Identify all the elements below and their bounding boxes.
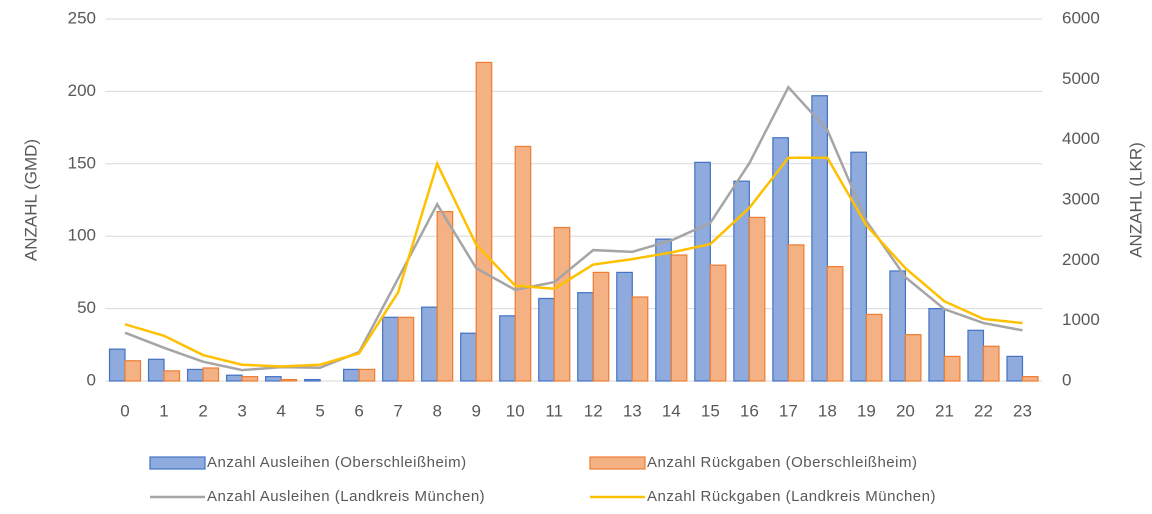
bar bbox=[124, 360, 142, 382]
bar bbox=[787, 244, 805, 382]
x-tick-label: 20 bbox=[896, 401, 915, 420]
bar bbox=[670, 254, 688, 382]
y-tick-label: 200 bbox=[68, 81, 96, 100]
bar bbox=[904, 334, 922, 382]
bar bbox=[631, 296, 649, 382]
bar bbox=[850, 151, 868, 382]
bar bbox=[241, 376, 259, 382]
y2-tick-label: 2000 bbox=[1062, 250, 1100, 269]
bar bbox=[147, 358, 165, 382]
bar bbox=[382, 316, 399, 382]
bar bbox=[460, 332, 477, 382]
line bbox=[124, 156, 1023, 368]
line bbox=[124, 85, 1023, 372]
y-tick-label: 150 bbox=[68, 153, 96, 172]
x-tick-label: 16 bbox=[740, 401, 759, 420]
x-tick-label: 1 bbox=[159, 401, 168, 420]
bar bbox=[577, 292, 594, 382]
bar bbox=[280, 378, 298, 382]
x-tick-label: 3 bbox=[237, 401, 246, 420]
legend-swatch bbox=[589, 456, 646, 470]
bar bbox=[616, 271, 633, 382]
bar bbox=[304, 378, 321, 382]
x-tick-label: 18 bbox=[818, 401, 837, 420]
bar bbox=[421, 306, 438, 382]
x-tick-label: 5 bbox=[315, 401, 324, 420]
y-tick-label: 50 bbox=[77, 298, 96, 317]
bar bbox=[811, 95, 828, 382]
bar bbox=[982, 345, 1000, 382]
x-tick-label: 23 bbox=[1013, 401, 1032, 420]
legend-label: Anzahl Ausleihen (Landkreis München) bbox=[207, 488, 485, 505]
x-tick-label: 2 bbox=[198, 401, 207, 420]
bar bbox=[108, 348, 126, 382]
legend-swatch bbox=[149, 456, 206, 470]
y2-axis-title: ANZAHL (LKR) bbox=[1126, 142, 1145, 258]
x-tick-label: 15 bbox=[701, 401, 720, 420]
legend-label: Anzahl Rückgaben (Landkreis München) bbox=[647, 488, 936, 505]
x-tick-label: 13 bbox=[623, 401, 642, 420]
y2-tick-label: 4000 bbox=[1062, 129, 1100, 148]
bar bbox=[202, 367, 220, 382]
y-tick-label: 100 bbox=[68, 226, 96, 245]
x-tick-label: 4 bbox=[276, 401, 285, 420]
bar bbox=[358, 368, 376, 382]
bar bbox=[186, 368, 204, 382]
bar bbox=[397, 316, 415, 382]
x-tick-label: 19 bbox=[857, 401, 876, 420]
legend-label: Anzahl Rückgaben (Oberschleißheim) bbox=[647, 454, 917, 471]
x-tick-label: 11 bbox=[545, 401, 563, 420]
x-tick-label: 8 bbox=[432, 401, 441, 420]
bar bbox=[1006, 355, 1024, 382]
x-tick-label: 17 bbox=[779, 401, 798, 420]
bar bbox=[343, 368, 360, 382]
bar bbox=[163, 370, 181, 382]
bar bbox=[655, 238, 672, 382]
x-tick-label: 14 bbox=[662, 401, 681, 420]
x-tick-label: 9 bbox=[471, 401, 480, 420]
bar bbox=[709, 264, 727, 382]
x-tick-label: 6 bbox=[354, 401, 363, 420]
x-tick-label: 0 bbox=[120, 401, 129, 420]
bar bbox=[826, 266, 844, 382]
y-axis-title: ANZAHL (GMD) bbox=[21, 139, 40, 261]
x-tick-label: 7 bbox=[393, 401, 402, 420]
bar bbox=[694, 161, 711, 382]
x-tick-label: 10 bbox=[506, 401, 525, 420]
y-tick-label: 0 bbox=[87, 370, 96, 389]
bar bbox=[928, 308, 946, 382]
bar bbox=[748, 216, 766, 382]
bar bbox=[889, 270, 907, 382]
bar bbox=[514, 145, 532, 382]
x-tick-label: 12 bbox=[584, 401, 603, 420]
bar bbox=[943, 355, 961, 382]
bar bbox=[475, 61, 493, 382]
y2-tick-label: 0 bbox=[1062, 370, 1071, 389]
y-tick-label: 250 bbox=[68, 8, 96, 27]
y2-tick-label: 5000 bbox=[1062, 69, 1100, 88]
x-tick-label: 22 bbox=[974, 401, 993, 420]
y2-tick-label: 6000 bbox=[1062, 8, 1100, 27]
bar bbox=[538, 297, 555, 382]
bar bbox=[967, 329, 985, 382]
bar bbox=[553, 226, 571, 382]
bar bbox=[499, 315, 516, 382]
bar bbox=[436, 210, 454, 382]
x-tick-label: 21 bbox=[935, 401, 954, 420]
bar bbox=[592, 271, 610, 382]
bar bbox=[264, 376, 282, 382]
bar bbox=[225, 374, 243, 382]
legend-label: Anzahl Ausleihen (Oberschleißheim) bbox=[207, 454, 467, 471]
bar bbox=[865, 313, 883, 382]
y2-tick-label: 1000 bbox=[1062, 310, 1100, 329]
y2-tick-label: 3000 bbox=[1062, 189, 1100, 208]
bar bbox=[1021, 376, 1039, 382]
